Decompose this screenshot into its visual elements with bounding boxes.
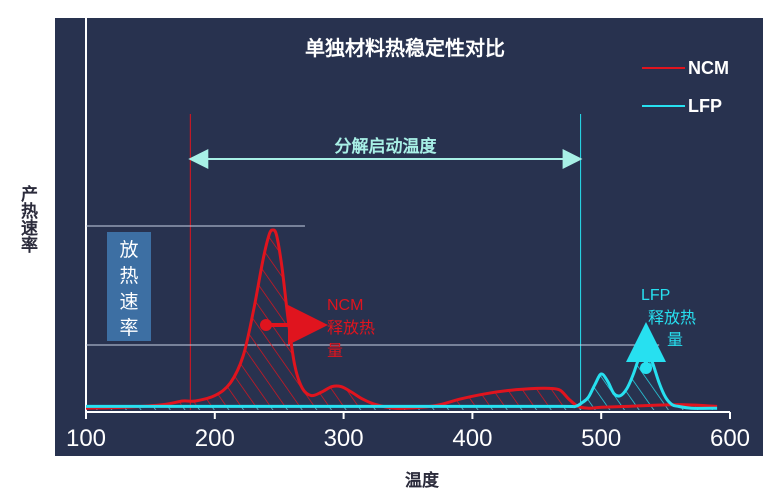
x-tick-label: 200 bbox=[195, 425, 235, 452]
ncm-heat-label: 释放热 bbox=[327, 318, 375, 337]
legend: NCM LFP bbox=[642, 58, 729, 116]
onset-range-label: 分解启动温度 bbox=[334, 136, 437, 157]
lfp-heat-label: 量 bbox=[667, 330, 683, 349]
heat-rate-box: 放 热 速 率 bbox=[107, 232, 151, 341]
x-tick-label: 100 bbox=[66, 425, 106, 452]
lfp-heat-label: LFP bbox=[641, 287, 670, 304]
x-ticks: 100 200 300 400 500 600 bbox=[66, 412, 750, 452]
lfp-line bbox=[86, 345, 718, 410]
lfp-heat-label: 释放热 bbox=[648, 308, 696, 327]
x-tick-label: 400 bbox=[452, 425, 492, 452]
y-axis-label: 产热速率 bbox=[17, 185, 37, 253]
x-tick-label: 600 bbox=[710, 425, 750, 452]
chart-title: 单独材料热稳定性对比 bbox=[305, 36, 505, 60]
heat-rate-box-char: 放 bbox=[119, 239, 138, 261]
lfp-area bbox=[86, 346, 718, 410]
x-tick-label: 500 bbox=[581, 425, 621, 452]
ncm-area bbox=[86, 229, 718, 410]
heat-rate-box-bg bbox=[107, 232, 151, 341]
heat-rate-box-char: 速 bbox=[119, 291, 138, 313]
legend-label-lfp: LFP bbox=[688, 96, 722, 116]
ncm-line bbox=[85, 228, 718, 410]
heat-rate-box-char: 率 bbox=[119, 317, 138, 339]
ncm-heat-label: NCM bbox=[327, 297, 363, 314]
heat-rate-box-char: 热 bbox=[119, 265, 138, 287]
ncm-heat-annotation: NCM 释放热 量 bbox=[260, 297, 375, 360]
lfp-heat-annotation: LFP 释放热 量 bbox=[626, 287, 696, 374]
x-axis-label: 温度 bbox=[405, 471, 439, 491]
x-tick-label: 300 bbox=[324, 425, 364, 452]
ncm-heat-label: 量 bbox=[327, 341, 343, 360]
legend-label-ncm: NCM bbox=[688, 58, 729, 78]
